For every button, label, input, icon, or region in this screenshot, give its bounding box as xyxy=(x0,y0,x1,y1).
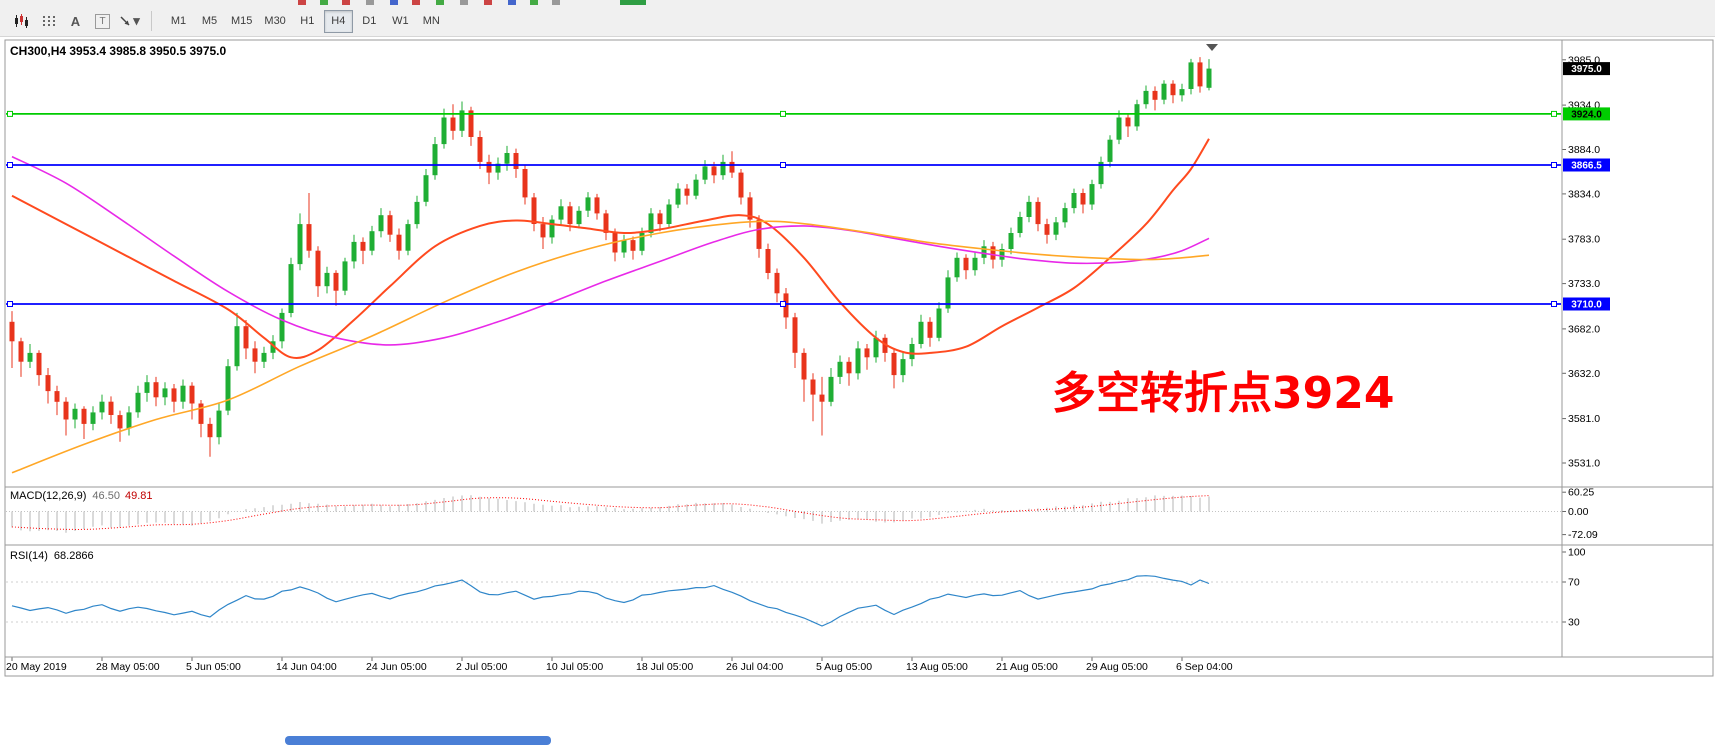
indicator-grid-icon[interactable] xyxy=(35,9,62,33)
timeframe-toolbar: M1 M5 M15 M30 H1 H4 D1 W1 MN xyxy=(164,9,448,33)
font-a-tool[interactable]: A xyxy=(62,9,89,33)
text-label-tool[interactable]: T xyxy=(89,9,116,33)
timeframe-h4-button[interactable]: H4 xyxy=(323,9,353,33)
text-t-label: T xyxy=(95,13,110,29)
timeframe-d1-button[interactable]: D1 xyxy=(355,10,384,33)
candlestick-chart-icon[interactable] xyxy=(8,9,35,33)
clipped-icon-fragment xyxy=(342,0,350,5)
clipped-icon-fragment xyxy=(320,0,328,5)
clipped-icon-fragment xyxy=(508,0,516,5)
draw-tools-dropdown[interactable]: ▾ xyxy=(116,9,143,33)
timeframe-w1-button[interactable]: W1 xyxy=(386,10,415,33)
toolbar-separator xyxy=(151,11,152,31)
chevron-down-icon: ▾ xyxy=(133,13,140,28)
clipped-icon-fragment xyxy=(412,0,420,5)
clipped-icon-fragment xyxy=(390,0,398,5)
time-axis[interactable] xyxy=(5,657,1561,676)
clipped-icon-fragment xyxy=(436,0,444,5)
timeframe-m15-button[interactable]: M15 xyxy=(226,10,257,33)
clipped-icon-fragment xyxy=(460,0,468,5)
timeframe-m1-button[interactable]: M1 xyxy=(164,10,193,33)
trend-annotation-text: 多空转折点3924 xyxy=(1052,368,1395,419)
rsi-name: RSI(14) xyxy=(10,550,48,562)
candles-glyph xyxy=(15,14,28,28)
price-axis[interactable] xyxy=(1562,40,1713,657)
timeframe-m5-button[interactable]: M5 xyxy=(195,10,224,33)
font-a-label: A xyxy=(70,13,81,29)
line-studies-toolbar: A T ▾ xyxy=(8,9,143,33)
arrow-glyph xyxy=(120,16,130,26)
clipped-icon-fragment xyxy=(552,0,560,5)
clipped-icon-fragment xyxy=(366,0,374,5)
macd-signal-value: 49.81 xyxy=(124,490,153,502)
chart-title: CH300,H4 3953.4 3985.8 3950.5 3975.0 xyxy=(10,44,227,58)
clipped-icon-fragment xyxy=(298,0,306,5)
macd-main-value: 46.50 xyxy=(92,490,120,502)
charts-toolbar: A T ▾ M1 M5 M15 M30 H1 H4 D1 W1 MN xyxy=(0,6,1715,37)
chart-plot-area[interactable] xyxy=(5,40,1561,657)
grid-glyph xyxy=(42,16,55,26)
clipped-icon-fragment xyxy=(620,0,646,5)
rsi-indicator-label: RSI(14) 68.2866 xyxy=(10,550,94,562)
clipped-toolbar-row xyxy=(0,0,1715,6)
taskbar-fragment xyxy=(285,736,551,745)
macd-indicator-label: MACD(12,26,9) 46.50 49.81 xyxy=(10,490,152,502)
timeframe-mn-button[interactable]: MN xyxy=(417,10,446,33)
rsi-value: 68.2866 xyxy=(53,550,94,562)
timeframe-m30-button[interactable]: M30 xyxy=(259,10,290,33)
clipped-icon-fragment xyxy=(530,0,538,5)
clipped-icon-fragment xyxy=(484,0,492,5)
timeframe-h1-button[interactable]: H1 xyxy=(293,10,322,33)
macd-name: MACD(12,26,9) xyxy=(10,490,87,502)
